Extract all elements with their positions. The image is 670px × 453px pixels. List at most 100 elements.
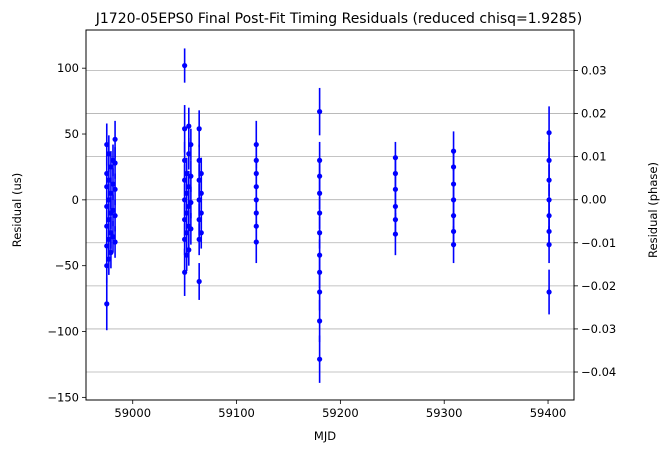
data-point [196,126,202,132]
data-point [317,318,323,324]
data-point [198,190,204,196]
data-point [546,228,552,235]
data-point [106,177,112,183]
data-point [104,301,110,307]
y2-tick-label: −0.03 [581,322,616,336]
y-tick-label: −150 [47,390,79,404]
data-point [392,170,399,177]
data-point [546,157,552,163]
y-axis-label: Residual (us) [10,173,24,247]
data-point [184,190,190,196]
y-axis-ticks: −150 −100 −50 0 50 100 [47,61,86,404]
y2-tick-label: 0.00 [581,193,607,207]
data-point [196,157,202,163]
data-point [112,160,118,166]
data-point [317,356,323,362]
data-point [182,126,188,132]
data-point [196,217,202,223]
y2-axis-label: Residual (phase) [646,162,660,258]
data-point [182,157,188,163]
data-point [182,177,188,183]
data-point [317,157,323,163]
data-point [450,148,457,154]
data-point [198,230,204,236]
data-point [182,217,188,223]
data-point [104,184,110,190]
y2-tick-label: 0.01 [581,150,607,164]
x-tick-label: 59200 [322,406,359,420]
data-point [196,236,202,242]
data-point [188,173,194,179]
y2-tick-label: −0.02 [581,279,616,293]
data-point [450,242,457,248]
data-point [106,151,112,157]
y-tick-label: 0 [72,193,79,207]
data-point [198,210,204,216]
data-point [182,236,188,242]
data-point [106,236,112,242]
data-point [106,256,112,262]
data-point [112,136,118,142]
data-point [546,213,552,219]
x-tick-label: 59000 [114,406,151,420]
y-tick-label: 50 [64,127,79,141]
data-point [253,157,259,163]
data-point [450,164,457,170]
data-point [112,186,118,192]
data-point [108,190,114,196]
x-axis-ticks: 59000 59100 59200 59300 59400 [114,400,566,420]
data-point [184,210,190,216]
data-point [450,181,457,187]
data-point [112,239,118,245]
y2-axis-ticks: −0.04 −0.03 −0.02 −0.01 0.00 0.01 0.02 0.03 [574,63,616,379]
data-point [546,197,552,203]
data-point [196,278,202,285]
data-point [317,289,323,295]
data-point [253,223,259,229]
data-point [196,197,202,203]
data-point [253,197,259,203]
grid-lines [86,70,574,373]
y2-tick-label: −0.01 [581,236,616,250]
data-point [186,247,192,253]
data-point [188,199,194,206]
data-point [186,151,192,157]
data-point [108,230,114,236]
data-point [450,197,457,203]
x-tick-label: 59400 [530,406,567,420]
data-point [317,210,323,216]
data-points [104,48,552,383]
data-point [104,203,110,210]
data-point [188,141,194,148]
data-point [253,210,259,216]
data-point [186,203,192,210]
chart-title: J1720-05EPS0 Final Post-Fit Timing Resid… [95,11,582,27]
data-point [253,239,259,245]
data-point [317,109,323,115]
data-point [546,130,552,136]
data-point [184,230,190,236]
data-point [253,184,259,190]
data-point [188,226,194,232]
data-point [112,213,118,219]
data-point [546,289,552,295]
data-point [317,173,323,179]
data-point [110,207,116,213]
data-point [317,269,323,275]
data-point [104,141,110,148]
data-point [104,243,110,249]
data-point [184,170,190,177]
y2-tick-label: 0.02 [581,107,607,121]
x-axis-label: MJD [314,429,336,443]
data-point [317,190,323,196]
data-point [253,141,259,148]
data-point [546,177,552,183]
data-point [392,203,399,210]
y-tick-label: −100 [47,325,79,339]
data-point [392,186,399,192]
data-point [106,197,112,203]
x-tick-label: 59100 [218,406,255,420]
x-tick-label: 59300 [426,406,463,420]
data-point [186,184,192,190]
